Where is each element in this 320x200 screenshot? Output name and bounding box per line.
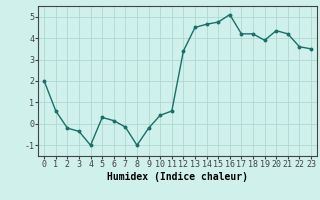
- X-axis label: Humidex (Indice chaleur): Humidex (Indice chaleur): [107, 172, 248, 182]
